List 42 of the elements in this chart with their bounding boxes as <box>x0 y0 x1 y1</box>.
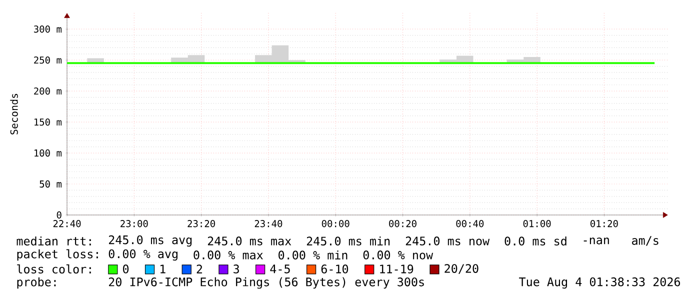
y-tick-label: 0 <box>56 211 62 219</box>
y-tick-label: 250 m <box>34 56 62 64</box>
x-tick-label: 23:20 <box>188 220 215 228</box>
x-tick-label: 00:40 <box>456 220 484 228</box>
text: 0.0 ms sd <box>504 236 566 246</box>
text: 0.00 % avg <box>108 249 178 261</box>
y-tick-label: 150 m <box>34 118 62 126</box>
text: 245.0 ms min <box>306 236 390 246</box>
y-tick-label: 100 m <box>34 149 62 157</box>
text: 0.00 % min <box>278 250 348 260</box>
x-tick-label: 00:20 <box>389 220 416 228</box>
text: 0.00 % now <box>363 250 434 260</box>
text: 0.00 % max <box>194 250 263 260</box>
legend-label: 11-19 <box>380 264 414 274</box>
legend-title: loss color: <box>17 264 91 274</box>
legend-label: 2 <box>196 264 202 274</box>
text: am/s <box>632 236 658 246</box>
text: 245.0 ms max <box>208 236 292 246</box>
x-tick-label: 00:00 <box>322 220 350 228</box>
legend-label: 4-5 <box>270 264 290 274</box>
x-tick-label: 23:00 <box>120 220 148 228</box>
text: Tue Aug 4 01:38:33 2026 <box>519 277 680 289</box>
legend-label: 20/20 <box>444 264 478 274</box>
legend-label: 0 <box>123 264 129 274</box>
y-axis-title: Seconds <box>10 94 18 134</box>
text: probe: <box>17 277 56 289</box>
legend-label: 3 <box>234 264 239 274</box>
text: 245.0 ms avg <box>108 235 192 247</box>
y-tick-label: 200 m <box>34 87 62 95</box>
text: 245.0 ms now <box>406 236 490 246</box>
text: packet loss: <box>17 249 98 261</box>
text: median rtt: <box>16 236 91 246</box>
legend-label: 1 <box>160 264 166 274</box>
x-tick-label: 01:00 <box>523 220 551 228</box>
legend-label: 6-10 <box>321 264 348 274</box>
y-tick-label: 300 m <box>34 26 62 33</box>
x-tick-label: 01:20 <box>590 220 618 228</box>
text: 20 IPv6-ICMP Echo Pings (56 Bytes) every 300s <box>108 277 424 289</box>
y-tick-label: 50 m <box>40 180 62 188</box>
x-tick-label: 22:40 <box>53 220 81 228</box>
x-tick-label: 23:40 <box>254 220 282 228</box>
text: -nan <box>584 238 609 244</box>
